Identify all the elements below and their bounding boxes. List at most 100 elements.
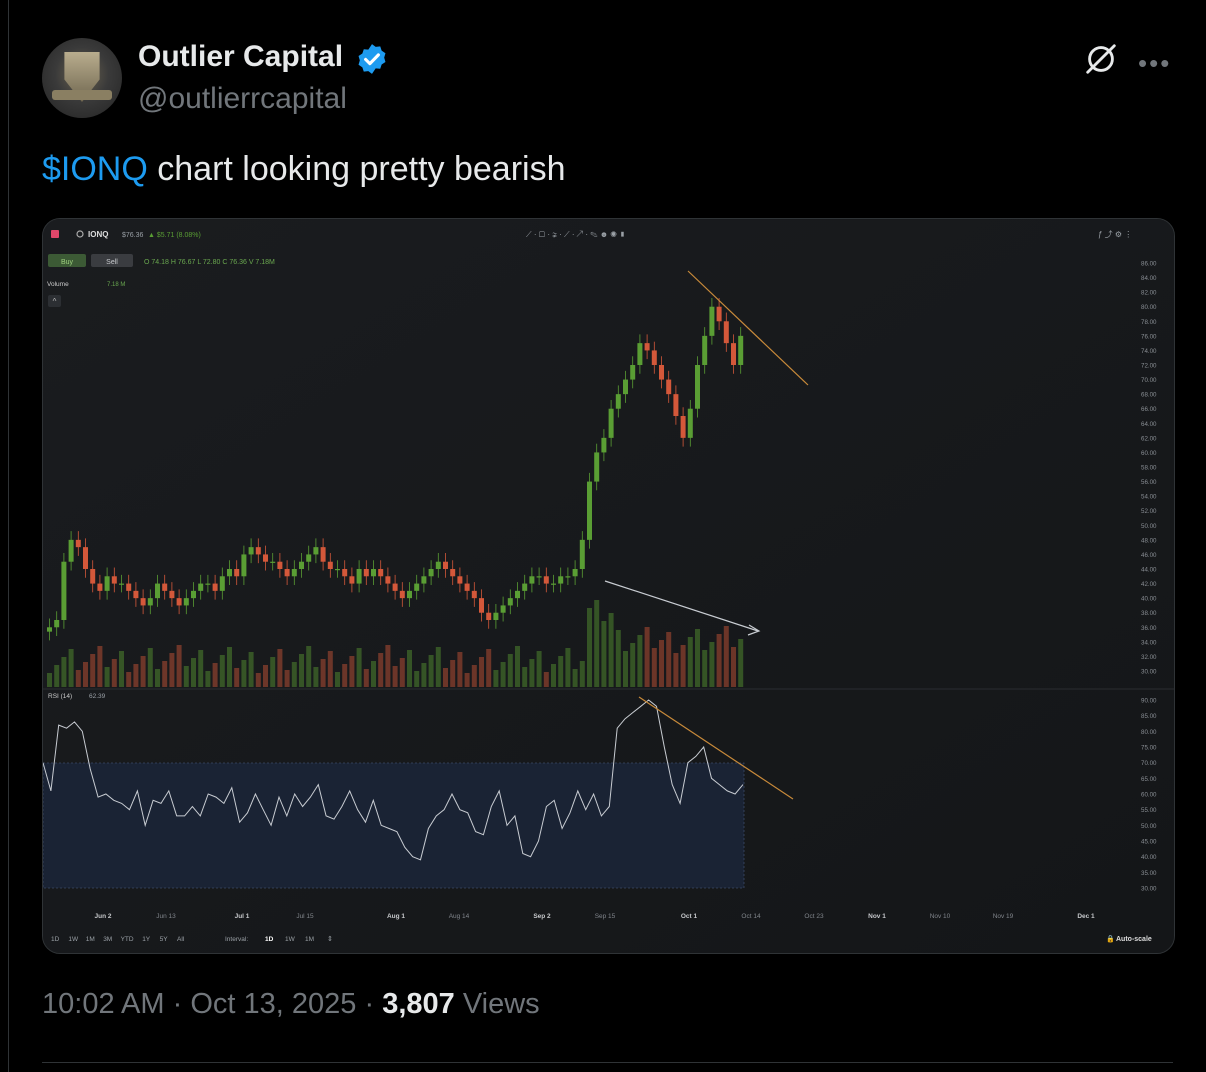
volume-bar bbox=[378, 653, 384, 687]
search-icon[interactable] bbox=[76, 230, 84, 238]
volume-bar bbox=[579, 661, 585, 687]
candle bbox=[126, 583, 132, 591]
chart-tools-icon[interactable]: ƒ ⤴ ⚙ ⋮ bbox=[1098, 229, 1132, 239]
price-tick: 82.00 bbox=[1141, 290, 1157, 297]
cashtag-link[interactable]: $IONQ bbox=[42, 150, 148, 188]
volume-bar bbox=[61, 657, 67, 687]
candle bbox=[716, 306, 722, 322]
candle bbox=[623, 379, 628, 395]
chart-svg: IONQ $76.36 ▲ $5.71 (8.08%) ⟋ · ▢ · ≆ · … bbox=[43, 219, 1174, 953]
price-tick: 32.00 bbox=[1141, 654, 1157, 661]
volume-bar bbox=[47, 673, 52, 687]
rsi-tick: 65.00 bbox=[1141, 776, 1157, 783]
volume-bar bbox=[392, 666, 398, 687]
candle bbox=[630, 365, 636, 380]
candle bbox=[356, 569, 362, 584]
volume-bar bbox=[738, 639, 744, 687]
interval-select-icon[interactable]: ⇕ bbox=[327, 935, 333, 943]
price-trendline bbox=[687, 270, 809, 386]
range-button[interactable]: YTD bbox=[121, 936, 134, 943]
symbol-label[interactable]: IONQ bbox=[88, 230, 108, 239]
volume-bar bbox=[608, 613, 614, 687]
candle bbox=[731, 343, 736, 365]
volume-bar bbox=[90, 654, 96, 687]
candle bbox=[349, 576, 355, 584]
price-tick: 56.00 bbox=[1141, 479, 1157, 486]
flag-icon[interactable] bbox=[51, 230, 59, 238]
candle bbox=[61, 561, 67, 620]
candle bbox=[615, 394, 621, 409]
volume-bar bbox=[147, 648, 153, 687]
volume-bar bbox=[716, 634, 722, 687]
author-handle[interactable]: @outlierrcapital bbox=[138, 82, 347, 115]
x-tick: Jun 2 bbox=[95, 913, 112, 920]
author-name[interactable]: Outlier Capital bbox=[138, 40, 344, 73]
buy-button[interactable] bbox=[48, 254, 86, 267]
candle bbox=[479, 598, 484, 613]
price-tick: 74.00 bbox=[1141, 348, 1157, 355]
range-button[interactable]: 5Y bbox=[160, 936, 169, 943]
volume-bar bbox=[407, 650, 412, 687]
candle bbox=[435, 561, 441, 569]
range-button[interactable]: 1M bbox=[86, 936, 95, 943]
more-icon[interactable]: ••• bbox=[1138, 48, 1172, 78]
candle bbox=[601, 437, 607, 453]
interval-button[interactable]: 1W bbox=[285, 936, 296, 943]
arrow-head-icon bbox=[747, 624, 761, 636]
range-button[interactable]: 1W bbox=[68, 936, 79, 943]
candle bbox=[342, 569, 348, 577]
volume-bar bbox=[327, 651, 333, 687]
candle bbox=[407, 590, 412, 599]
rsi-tick: 60.00 bbox=[1141, 792, 1157, 799]
rsi-tick: 80.00 bbox=[1141, 729, 1157, 736]
candle bbox=[198, 583, 204, 591]
candle bbox=[241, 554, 247, 577]
x-tick: Jul 15 bbox=[296, 913, 314, 920]
tweet-date[interactable]: Oct 13, 2025 bbox=[190, 988, 357, 1020]
rsi-tick: 55.00 bbox=[1141, 807, 1157, 814]
collapse-button[interactable] bbox=[48, 295, 61, 307]
volume-bar bbox=[234, 668, 240, 687]
drawing-tools-icon[interactable]: ⟋ · ▢ · ≆ · ⟋ · ↗ · ✎ ☻ ◉ ▮ bbox=[526, 230, 625, 239]
price-tick: 70.00 bbox=[1141, 377, 1157, 384]
grok-icon[interactable] bbox=[1082, 40, 1120, 78]
candle bbox=[97, 583, 103, 591]
volume-bar bbox=[666, 632, 672, 687]
volume-bar bbox=[615, 630, 621, 687]
interval-button[interactable]: 1M bbox=[305, 936, 314, 943]
volume-bar bbox=[248, 652, 254, 687]
candle bbox=[428, 569, 434, 577]
candle bbox=[169, 590, 175, 599]
range-button[interactable]: All bbox=[177, 936, 185, 943]
volume-label: Volume bbox=[47, 281, 69, 288]
interval-button[interactable]: 1D bbox=[265, 936, 274, 943]
volume-bar bbox=[371, 661, 376, 687]
buy-label: Buy bbox=[61, 259, 74, 266]
volume-bar bbox=[500, 662, 506, 687]
autoscale-label[interactable]: Auto-scale bbox=[1116, 936, 1152, 943]
volume-bar bbox=[601, 621, 607, 687]
volume-bar bbox=[558, 656, 564, 687]
volume-bar bbox=[702, 650, 708, 687]
sell-button[interactable] bbox=[91, 254, 133, 267]
volume-bar bbox=[198, 650, 204, 687]
avatar[interactable] bbox=[42, 38, 122, 118]
range-button[interactable]: 1Y bbox=[142, 936, 151, 943]
range-button[interactable]: 1D bbox=[51, 936, 60, 943]
x-tick: Jul 1 bbox=[235, 913, 250, 920]
candle bbox=[385, 576, 391, 584]
volume-bar bbox=[299, 654, 304, 687]
tweet-time[interactable]: 10:02 AM bbox=[42, 988, 165, 1020]
candle bbox=[738, 335, 744, 365]
volume-bar bbox=[227, 647, 232, 687]
volume-bar bbox=[695, 629, 700, 687]
volume-bar bbox=[637, 635, 643, 687]
price-tick: 42.00 bbox=[1141, 581, 1157, 588]
candle bbox=[111, 576, 117, 584]
candle bbox=[363, 569, 369, 577]
range-button[interactable]: 3M bbox=[103, 936, 112, 943]
volume-bar bbox=[587, 608, 592, 687]
candle bbox=[147, 598, 153, 606]
candle bbox=[493, 612, 499, 620]
chart-image[interactable]: IONQ $76.36 ▲ $5.71 (8.08%) ⟋ · ▢ · ≆ · … bbox=[42, 218, 1175, 954]
